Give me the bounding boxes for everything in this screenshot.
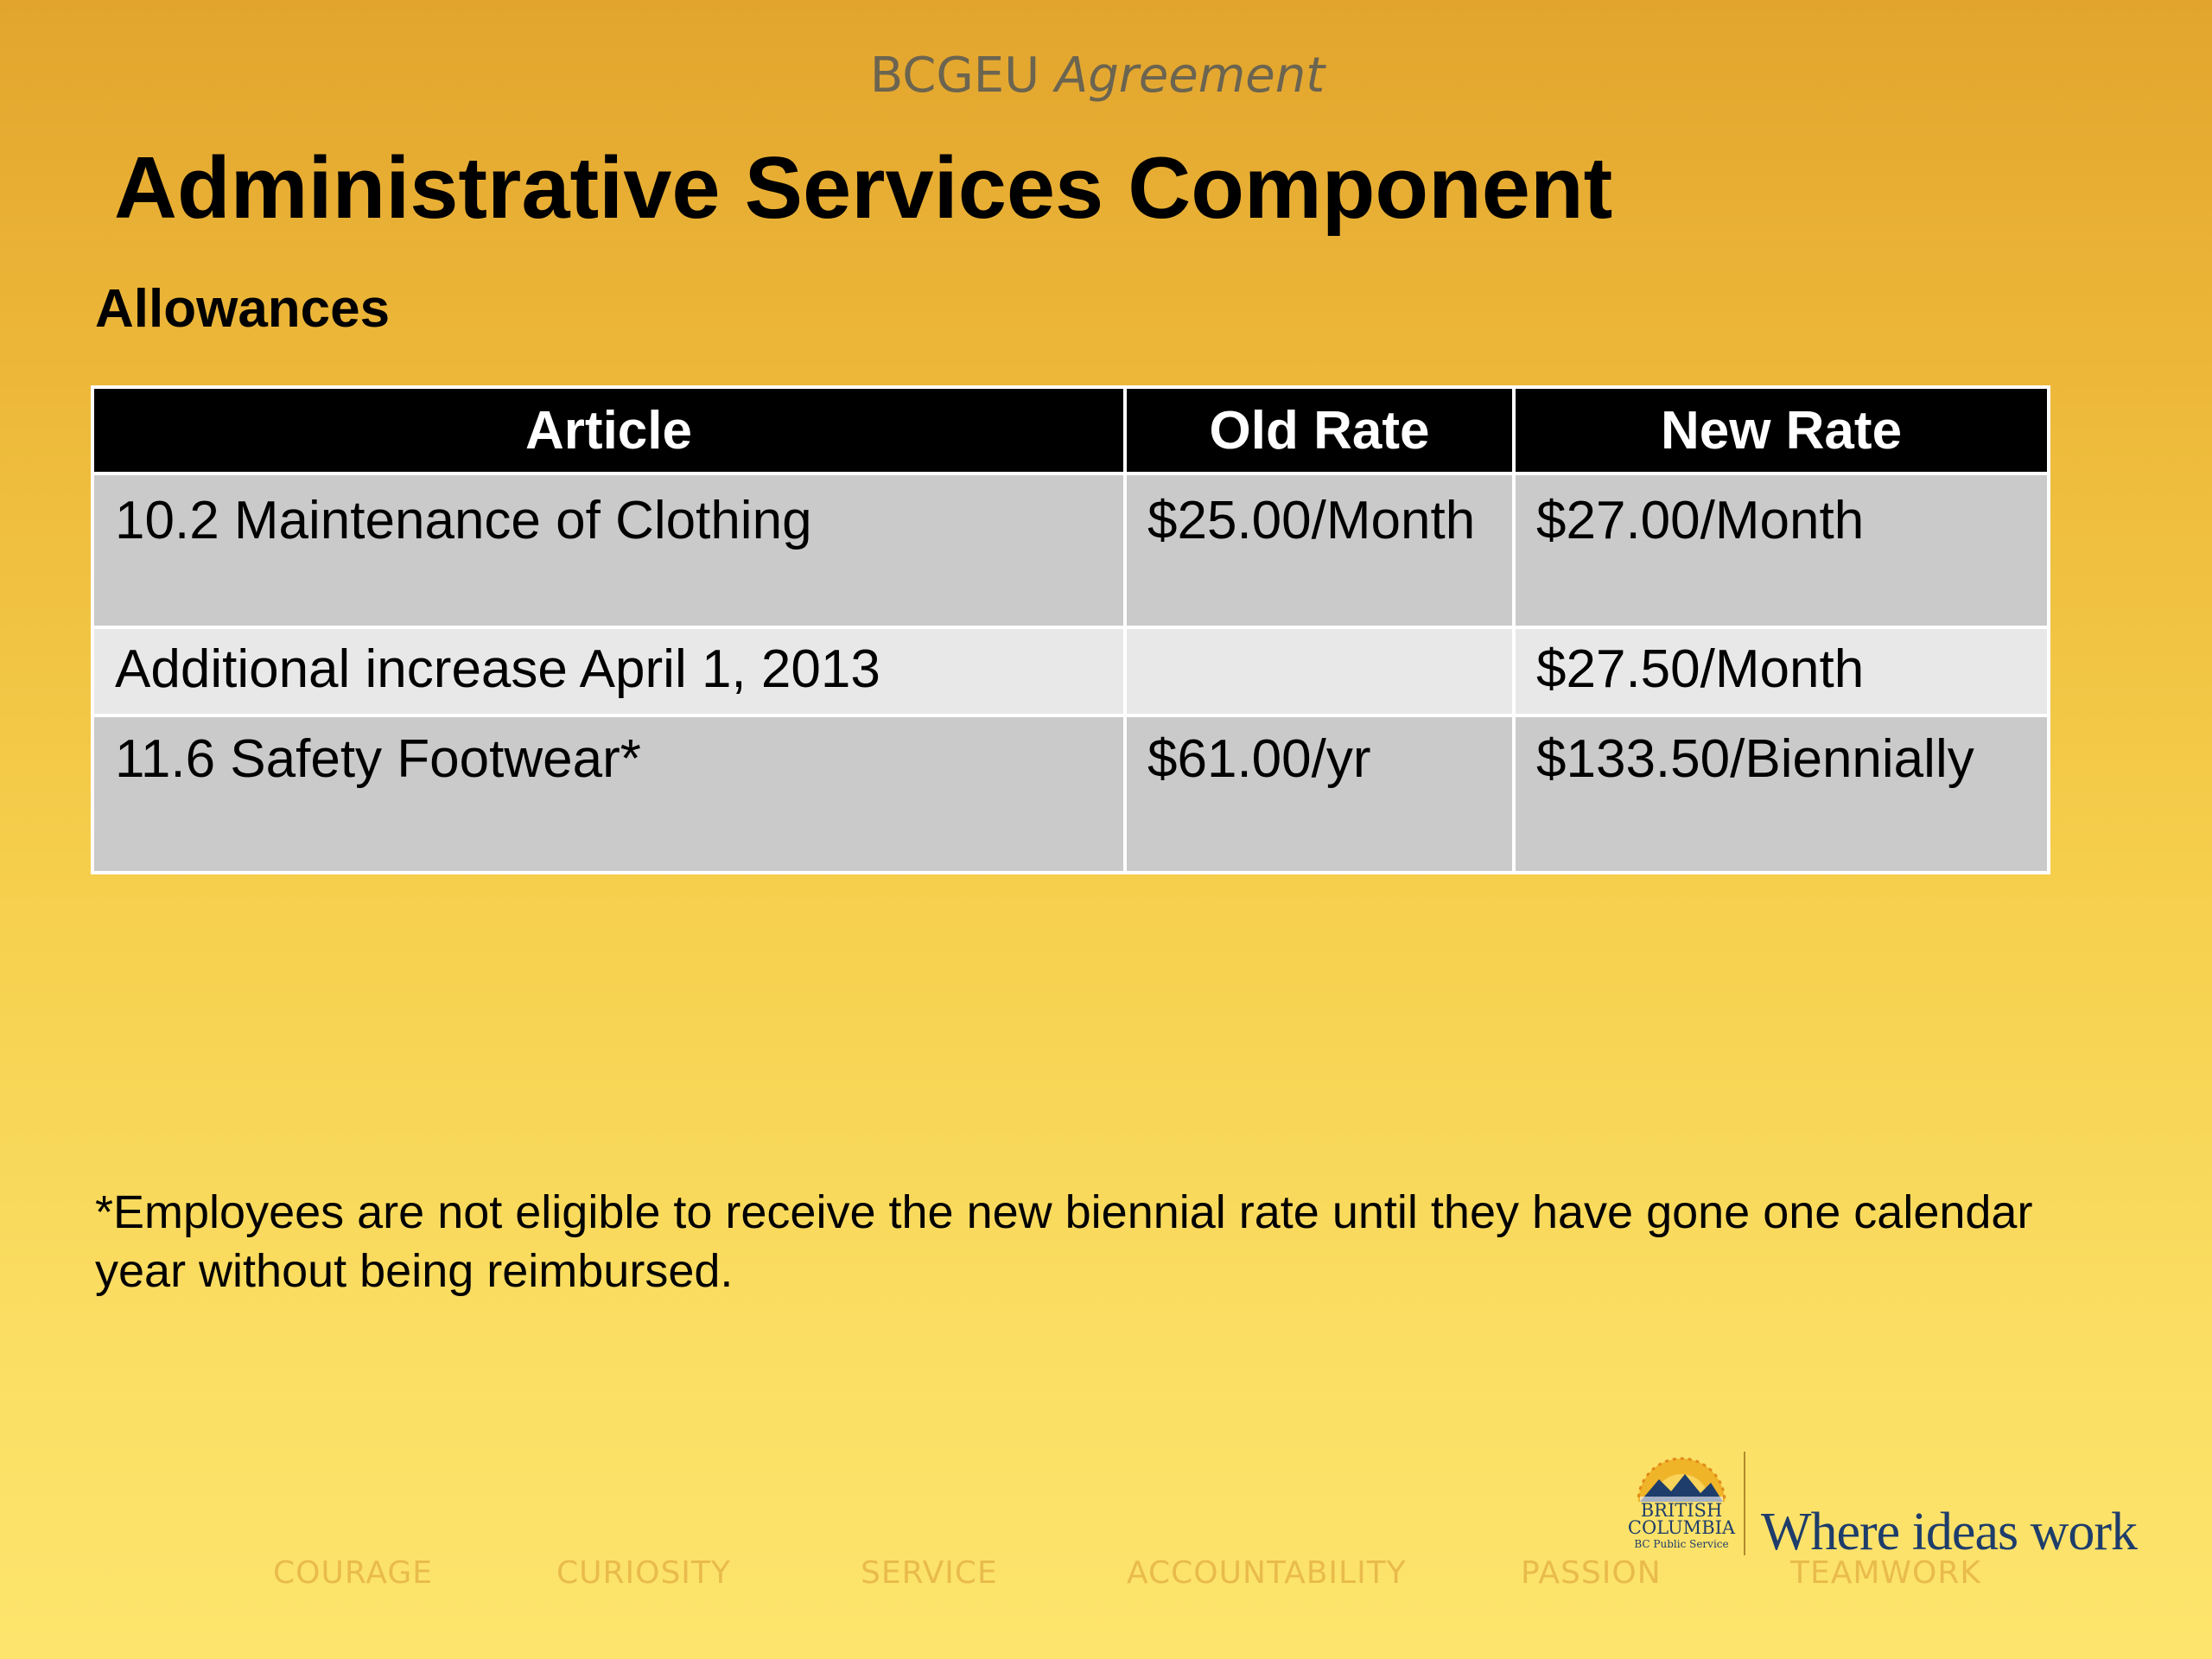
cell-new-rate: $27.50/Month (1512, 626, 2050, 717)
eyebrow-org: BCGEU (869, 48, 1040, 104)
logo-line-2: COLUMBIA (1627, 1517, 1736, 1538)
slide-subtitle: Allowances (95, 279, 391, 339)
logo-line-1: BRITISH (1640, 1500, 1723, 1521)
value-passion: PASSION (1521, 1555, 1662, 1591)
table-row: 11.6 Safety Footwear* $61.00/yr $133.50/… (91, 714, 2050, 874)
column-header-article: Article (91, 385, 1127, 475)
cell-old-rate: $61.00/yr (1123, 714, 1516, 874)
value-accountability: ACCOUNTABILITY (1127, 1555, 1407, 1591)
cell-article: 10.2 Maintenance of Clothing (91, 472, 1127, 629)
allowances-table: Article Old Rate New Rate 10.2 Maintenan… (91, 385, 2050, 874)
slide-title: Administrative Services Component (114, 140, 1613, 237)
value-courage: COURAGE (273, 1555, 434, 1591)
table-row: Additional increase April 1, 2013 $27.50… (91, 626, 2050, 717)
tagline: Where ideas work (1761, 1503, 2138, 1561)
column-header-old-rate: Old Rate (1123, 385, 1516, 475)
values-footer: COURAGE CURIOSITY SERVICE ACCOUNTABILITY… (0, 1555, 2212, 1607)
table-header-row: Article Old Rate New Rate (91, 385, 2050, 475)
table-row: 10.2 Maintenance of Clothing $25.00/Mont… (91, 472, 2050, 629)
bc-sun-mountains-icon (1637, 1457, 1726, 1502)
cell-new-rate: $27.00/Month (1512, 472, 2050, 629)
value-teamwork: TEAMWORK (1790, 1555, 1981, 1591)
cell-article: 11.6 Safety Footwear* (91, 714, 1127, 874)
cell-new-rate: $133.50/Biennially (1512, 714, 2050, 874)
eyebrow-doc: Agreement (1054, 48, 1325, 104)
cell-article: Additional increase April 1, 2013 (91, 626, 1127, 717)
cell-old-rate: $25.00/Month (1123, 472, 1516, 629)
footnote: *Employees are not eligible to receive t… (95, 1186, 2033, 1297)
bc-logo-wordmark: BRITISH COLUMBIA BC Public Service (1612, 1502, 1751, 1552)
logo-divider (1744, 1452, 1745, 1555)
column-header-new-rate: New Rate (1512, 385, 2050, 475)
value-service: SERVICE (861, 1555, 998, 1591)
value-curiosity: CURIOSITY (556, 1555, 731, 1591)
slide-eyebrow: BCGEU Agreement (0, 45, 2195, 108)
cell-old-rate (1123, 626, 1516, 717)
logo-line-3: BC Public Service (1634, 1538, 1729, 1550)
